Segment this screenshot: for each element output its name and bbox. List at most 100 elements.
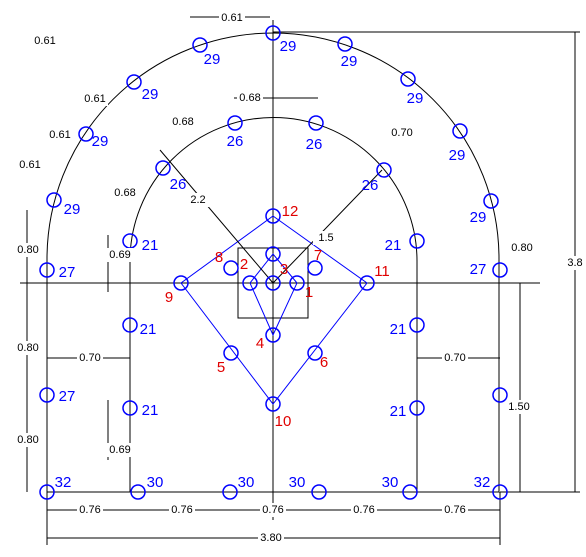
hole [39, 484, 55, 500]
hole-label: 29 [204, 51, 221, 68]
hole-label: 6 [320, 354, 328, 371]
hole-label: 21 [142, 402, 159, 419]
hole-label: 29 [64, 201, 81, 218]
dim-bg [442, 503, 468, 517]
hole-label: 8 [215, 249, 223, 266]
hole [223, 345, 239, 361]
dim-bg [47, 128, 73, 142]
hole [192, 37, 208, 53]
hole [39, 262, 55, 278]
dim-bg [506, 400, 532, 414]
hole [78, 126, 94, 142]
dim-bg [562, 256, 586, 270]
dimension-label: 0.76 [444, 504, 465, 516]
hole [130, 484, 146, 500]
hole [400, 71, 416, 87]
dimension-label: 0.76 [353, 504, 374, 516]
dim-line [272, 169, 383, 284]
hole [122, 317, 138, 333]
hole [122, 233, 138, 249]
hole-label: 30 [289, 474, 306, 491]
hole-label: 1 [305, 284, 313, 301]
dim-bg [509, 241, 535, 255]
hole [265, 275, 281, 291]
dimension-label: 0.80 [17, 244, 38, 256]
dim-bg [77, 351, 103, 365]
dimension-label: 0.70 [391, 127, 412, 139]
hole [409, 400, 425, 416]
hole [409, 317, 425, 333]
dim-bg [219, 11, 245, 25]
dimension-label: 0.76 [262, 504, 283, 516]
hole [492, 387, 508, 403]
hole-label: 29 [449, 147, 466, 164]
dimension-label: 0.76 [171, 504, 192, 516]
hole [308, 115, 324, 131]
dimension-label: 0.69 [109, 249, 130, 261]
hole [402, 484, 418, 500]
dimension-label: 1.50 [508, 401, 529, 413]
dim-bg [185, 193, 211, 207]
dimension-label: 0.68 [114, 187, 135, 199]
hole [452, 123, 468, 139]
dimension-label: 0.80 [17, 342, 38, 354]
hole-label: 26 [227, 133, 244, 150]
dimension-label: 0.61 [221, 12, 242, 24]
hole-label: 32 [55, 474, 72, 491]
dim-bg [389, 126, 415, 140]
dim-bg [15, 243, 41, 257]
dim-bg [17, 158, 43, 172]
dimension-label: 0.80 [17, 434, 38, 446]
dimension-label: 0.68 [239, 92, 260, 104]
dimension-label: 3.80 [260, 532, 281, 544]
hole-label: 27 [59, 388, 76, 405]
cut-square [237, 247, 309, 319]
hole-label: 30 [147, 474, 164, 491]
hole-label: 5 [217, 359, 225, 376]
hole-label: 30 [382, 474, 399, 491]
hole [307, 345, 323, 361]
dimension-label: 1.5 [318, 232, 333, 244]
dimension-label: 2.2 [190, 194, 205, 206]
hole-label: 26 [306, 136, 323, 153]
hole [122, 400, 138, 416]
hole-label: 29 [92, 133, 109, 150]
hole-label: 10 [275, 413, 292, 430]
hole [46, 192, 62, 208]
hole-label: 21 [140, 321, 157, 338]
dimension-label: 0.61 [19, 159, 40, 171]
dim-bg [107, 443, 133, 457]
hole [223, 260, 239, 276]
hole-label: 26 [170, 176, 187, 193]
hole-label: 4 [256, 335, 264, 352]
dim-bg [32, 34, 58, 48]
hole [307, 260, 323, 276]
dimension-label: 0.61 [84, 93, 105, 105]
dim-bg [313, 231, 339, 245]
hole [483, 193, 499, 209]
hole [492, 262, 508, 278]
dim-bg [260, 503, 286, 517]
dim-bg [170, 115, 196, 129]
hole-label: 27 [59, 264, 76, 281]
hole [39, 387, 55, 403]
dimension-label: 0.70 [444, 352, 465, 364]
hole-label: 21 [390, 321, 407, 338]
hole-label: 26 [362, 177, 379, 194]
hole [173, 275, 189, 291]
hole-label: 11 [374, 263, 390, 280]
dim-bg [169, 503, 195, 517]
dim-bg [82, 92, 108, 106]
hole-label: 3 [280, 261, 288, 278]
hole [289, 275, 305, 291]
hole [359, 275, 375, 291]
hole-label: 21 [385, 237, 402, 254]
hole-label: 29 [280, 38, 297, 55]
dimension-label: 0.61 [34, 35, 55, 47]
hole-label: 2 [240, 256, 248, 273]
hole-label: 21 [142, 237, 159, 254]
dimension-label: 0.70 [79, 352, 100, 364]
hole [265, 396, 281, 412]
dim-bg [107, 248, 133, 262]
dim-bg [351, 503, 377, 517]
